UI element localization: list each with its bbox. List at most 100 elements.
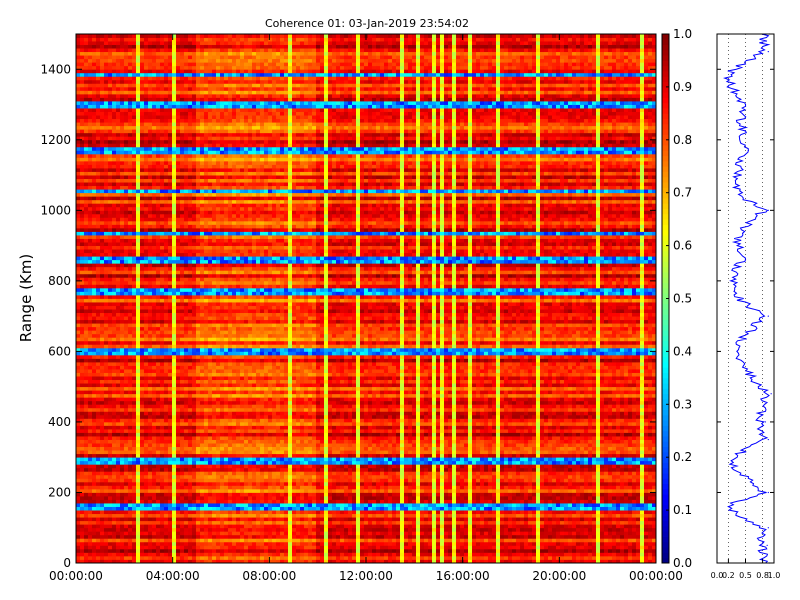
heatmap-cell xyxy=(120,464,125,469)
heatmap-cell xyxy=(144,83,149,88)
heatmap-cell xyxy=(116,160,121,165)
heatmap-cell xyxy=(100,414,105,419)
heatmap-cell xyxy=(132,372,137,377)
heatmap-cell xyxy=(168,436,173,440)
heatmap-cell xyxy=(180,55,185,60)
heatmap-cell xyxy=(156,72,161,77)
heatmap-cell xyxy=(200,510,205,515)
heatmap-cell xyxy=(80,203,85,208)
heatmap-cell xyxy=(184,453,189,458)
heatmap-cell xyxy=(184,284,189,289)
heatmap-cell xyxy=(148,351,153,356)
heatmap-cell xyxy=(116,513,121,518)
heatmap-cell xyxy=(196,351,201,356)
heatmap-cell xyxy=(144,404,149,409)
heatmap-cell xyxy=(108,312,113,317)
heatmap-cell xyxy=(144,104,149,109)
heatmap-cell xyxy=(160,48,165,53)
heatmap-cell xyxy=(120,79,125,84)
heatmap-cell xyxy=(168,171,173,176)
heatmap-cell xyxy=(100,58,105,63)
heatmap-cell xyxy=(164,227,169,232)
heatmap-cell xyxy=(204,93,209,98)
heatmap-cell xyxy=(160,72,165,77)
heatmap-cell xyxy=(120,517,125,522)
heatmap-cell xyxy=(156,471,161,476)
heatmap-cell xyxy=(136,104,141,109)
heatmap-cell xyxy=(88,393,93,398)
heatmap-cell xyxy=(124,383,129,388)
heatmap-cell xyxy=(144,129,149,134)
heatmap-cell xyxy=(80,467,85,472)
heatmap-cell xyxy=(108,224,113,229)
heatmap-cell xyxy=(100,44,105,49)
heatmap-cell xyxy=(108,249,113,254)
heatmap-cell xyxy=(76,326,81,331)
heatmap-cell xyxy=(152,531,157,536)
heatmap-cell xyxy=(140,277,145,282)
heatmap-cell xyxy=(96,488,101,493)
heatmap-cell xyxy=(128,358,133,363)
heatmap-cell xyxy=(128,534,133,539)
heatmap-cell xyxy=(76,72,81,77)
heatmap-cell xyxy=(100,185,105,190)
heatmap-cell xyxy=(136,467,141,472)
heatmap-cell xyxy=(148,513,153,518)
heatmap-cell xyxy=(80,471,85,476)
heatmap-cell xyxy=(88,517,93,522)
heatmap-cell xyxy=(180,143,185,148)
heatmap-cell xyxy=(176,397,181,402)
heatmap-cell xyxy=(196,337,201,342)
heatmap-cell xyxy=(160,220,165,225)
heatmap-cell xyxy=(156,178,161,183)
heatmap-cell xyxy=(144,252,149,257)
heatmap-cell xyxy=(160,266,165,271)
heatmap-cell xyxy=(116,390,121,395)
heatmap-cell xyxy=(112,351,117,356)
heatmap-cell xyxy=(84,305,89,310)
heatmap-cell xyxy=(112,545,117,550)
heatmap-cell xyxy=(80,344,85,349)
heatmap-cell xyxy=(208,436,213,440)
heatmap-cell xyxy=(196,432,201,437)
heatmap-cell xyxy=(188,252,193,257)
heatmap-cell xyxy=(172,361,177,366)
heatmap-cell xyxy=(100,457,105,462)
heatmap-cell xyxy=(196,559,201,564)
heatmap-cell xyxy=(112,129,117,134)
heatmap-cell xyxy=(116,125,121,130)
heatmap-cell xyxy=(116,485,121,490)
heatmap-cell xyxy=(148,428,153,433)
heatmap-cell xyxy=(112,178,117,183)
heatmap-cell xyxy=(88,319,93,324)
heatmap-cell xyxy=(100,259,105,264)
heatmap-cell xyxy=(208,464,213,469)
heatmap-cell xyxy=(128,425,133,430)
heatmap-cell xyxy=(148,436,153,440)
heatmap-cell xyxy=(136,86,141,91)
heatmap-cell xyxy=(176,235,181,239)
heatmap-cell xyxy=(104,372,109,377)
heatmap-cell xyxy=(120,157,125,162)
heatmap-cell xyxy=(156,196,161,201)
heatmap-cell xyxy=(160,302,165,306)
heatmap-cell xyxy=(124,446,129,451)
heatmap-cell xyxy=(120,65,125,70)
heatmap-cell xyxy=(104,450,109,455)
heatmap-cell xyxy=(172,432,177,437)
heatmap-cell xyxy=(172,41,177,45)
heatmap-cell xyxy=(136,421,141,426)
heatmap-cell xyxy=(96,55,101,60)
heatmap-cell xyxy=(156,369,161,373)
heatmap-cell xyxy=(140,129,145,134)
heatmap-cell xyxy=(108,227,113,232)
heatmap-cell xyxy=(196,185,201,190)
heatmap-cell xyxy=(96,344,101,349)
heatmap-cell xyxy=(84,527,89,532)
heatmap-cell xyxy=(88,129,93,134)
heatmap-cell xyxy=(144,69,149,74)
heatmap-cell xyxy=(80,101,85,105)
heatmap-cell xyxy=(148,125,153,130)
heatmap-cell xyxy=(136,428,141,433)
heatmap-cell xyxy=(168,136,173,141)
